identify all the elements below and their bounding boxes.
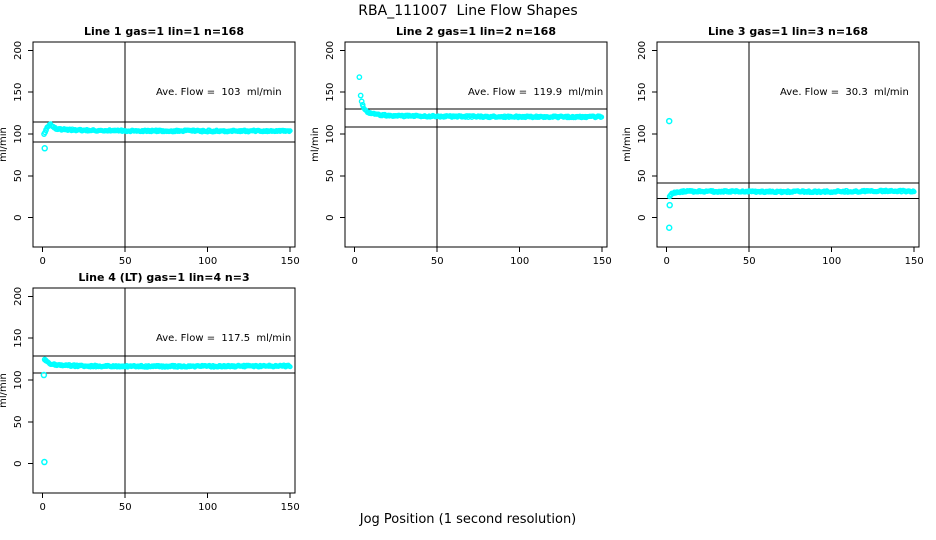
x-tick-label: 0 [40, 502, 46, 513]
y-tick-label: 200 [637, 41, 648, 60]
y-tick-label: 150 [13, 83, 24, 102]
x-tick-label: 150 [281, 502, 300, 513]
y-tick-label: 0 [637, 215, 648, 221]
y-axis: 0 50 100 150 200 ml/min [622, 41, 657, 221]
panel-3: 0 50 100 150 200 ml/min 0 50 100 150 Line 3 gas=1 … [622, 25, 924, 267]
y-tick-label: 50 [13, 170, 24, 183]
head-points [41, 126, 49, 137]
x-tick-label: 0 [352, 256, 358, 267]
ave-flow-label: Ave. Flow = 103 ml/min [156, 87, 282, 98]
panel-title: Line 1 gas=1 lin=1 n=168 [84, 25, 244, 38]
x-axis: 0 50 100 150 [40, 247, 300, 267]
y-tick-label: 0 [13, 215, 24, 221]
panel-2: 0 50 100 150 200 ml/min 0 50 100 150 Line 2 gas=1 … [310, 25, 612, 267]
y-tick-label: 100 [637, 124, 648, 143]
panel-title: Line 3 gas=1 lin=3 n=168 [708, 25, 868, 38]
y-tick-label: 200 [325, 41, 336, 60]
x-tick-label: 100 [510, 256, 529, 267]
figure-title: RBA_111007 Line Flow Shapes [358, 3, 578, 19]
x-tick-label: 50 [119, 256, 132, 267]
head-points [666, 192, 674, 200]
y-tick-label: 200 [13, 41, 24, 60]
head-points [356, 74, 366, 108]
x-tick-label: 0 [40, 256, 46, 267]
data-points [668, 187, 917, 197]
y-tick-label: 150 [13, 329, 24, 348]
ave-flow-label: Ave. Flow = 117.5 ml/min [156, 333, 291, 344]
data-points [43, 358, 293, 370]
x-tick-label: 50 [431, 256, 444, 267]
y-axis-title: ml/min [622, 127, 633, 162]
x-tick-label: 50 [743, 256, 756, 267]
x-tick-label: 150 [281, 256, 300, 267]
ave-flow-label: Ave. Flow = 119.9 ml/min [468, 87, 603, 98]
plot-border [656, 41, 920, 248]
outlier-points [41, 145, 48, 152]
x-axis: 0 50 100 150 [40, 493, 300, 513]
outlier-points [40, 371, 48, 466]
y-axis: 0 50 100 150 200 ml/min [0, 287, 33, 467]
y-axis: 0 50 100 150 200 ml/min [0, 41, 33, 221]
x-tick-label: 0 [664, 256, 670, 267]
x-tick-label: 100 [198, 502, 217, 513]
y-tick-label: 150 [325, 83, 336, 102]
y-tick-label: 0 [13, 461, 24, 467]
x-tick-label: 100 [822, 256, 841, 267]
x-tick-label: 100 [198, 256, 217, 267]
data-points [360, 103, 605, 121]
plot-border [344, 41, 608, 248]
y-tick-label: 100 [13, 124, 24, 143]
y-axis: 0 50 100 150 200 ml/min [310, 41, 345, 221]
y-tick-label: 150 [637, 83, 648, 102]
head-points [41, 356, 49, 364]
x-tick-label: 150 [593, 256, 612, 267]
y-tick-label: 0 [325, 215, 336, 221]
ave-flow-label: Ave. Flow = 30.3 ml/min [780, 87, 909, 98]
x-axis: 0 50 100 150 [352, 247, 612, 267]
panel-1: 0 50 100 150 200 ml/min 0 50 100 150 Line 1 gas=1 … [0, 25, 300, 267]
y-axis-title: ml/min [0, 127, 9, 162]
x-tick-label: 50 [119, 502, 132, 513]
y-axis-title: ml/min [0, 373, 9, 408]
y-tick-label: 200 [13, 287, 24, 306]
plot-border [32, 41, 296, 248]
panel-title: Line 2 gas=1 lin=2 n=168 [396, 25, 556, 38]
y-tick-label: 50 [13, 416, 24, 429]
y-tick-label: 50 [637, 170, 648, 183]
plot-border [32, 287, 296, 494]
panel-4: 0 50 100 150 200 ml/min 0 50 100 150 Line 4 (LT) g… [0, 271, 300, 513]
y-tick-label: 100 [13, 370, 24, 389]
x-tick-label: 150 [905, 256, 924, 267]
y-tick-label: 50 [325, 170, 336, 183]
x-axis-label: Jog Position (1 second resolution) [359, 512, 577, 527]
y-tick-label: 100 [325, 124, 336, 143]
data-points [43, 121, 293, 135]
panel-title: Line 4 (LT) gas=1 lin=4 n=3 [78, 271, 249, 284]
y-axis-title: ml/min [310, 127, 321, 162]
x-axis: 0 50 100 150 [664, 247, 924, 267]
outlier-points [665, 117, 673, 232]
